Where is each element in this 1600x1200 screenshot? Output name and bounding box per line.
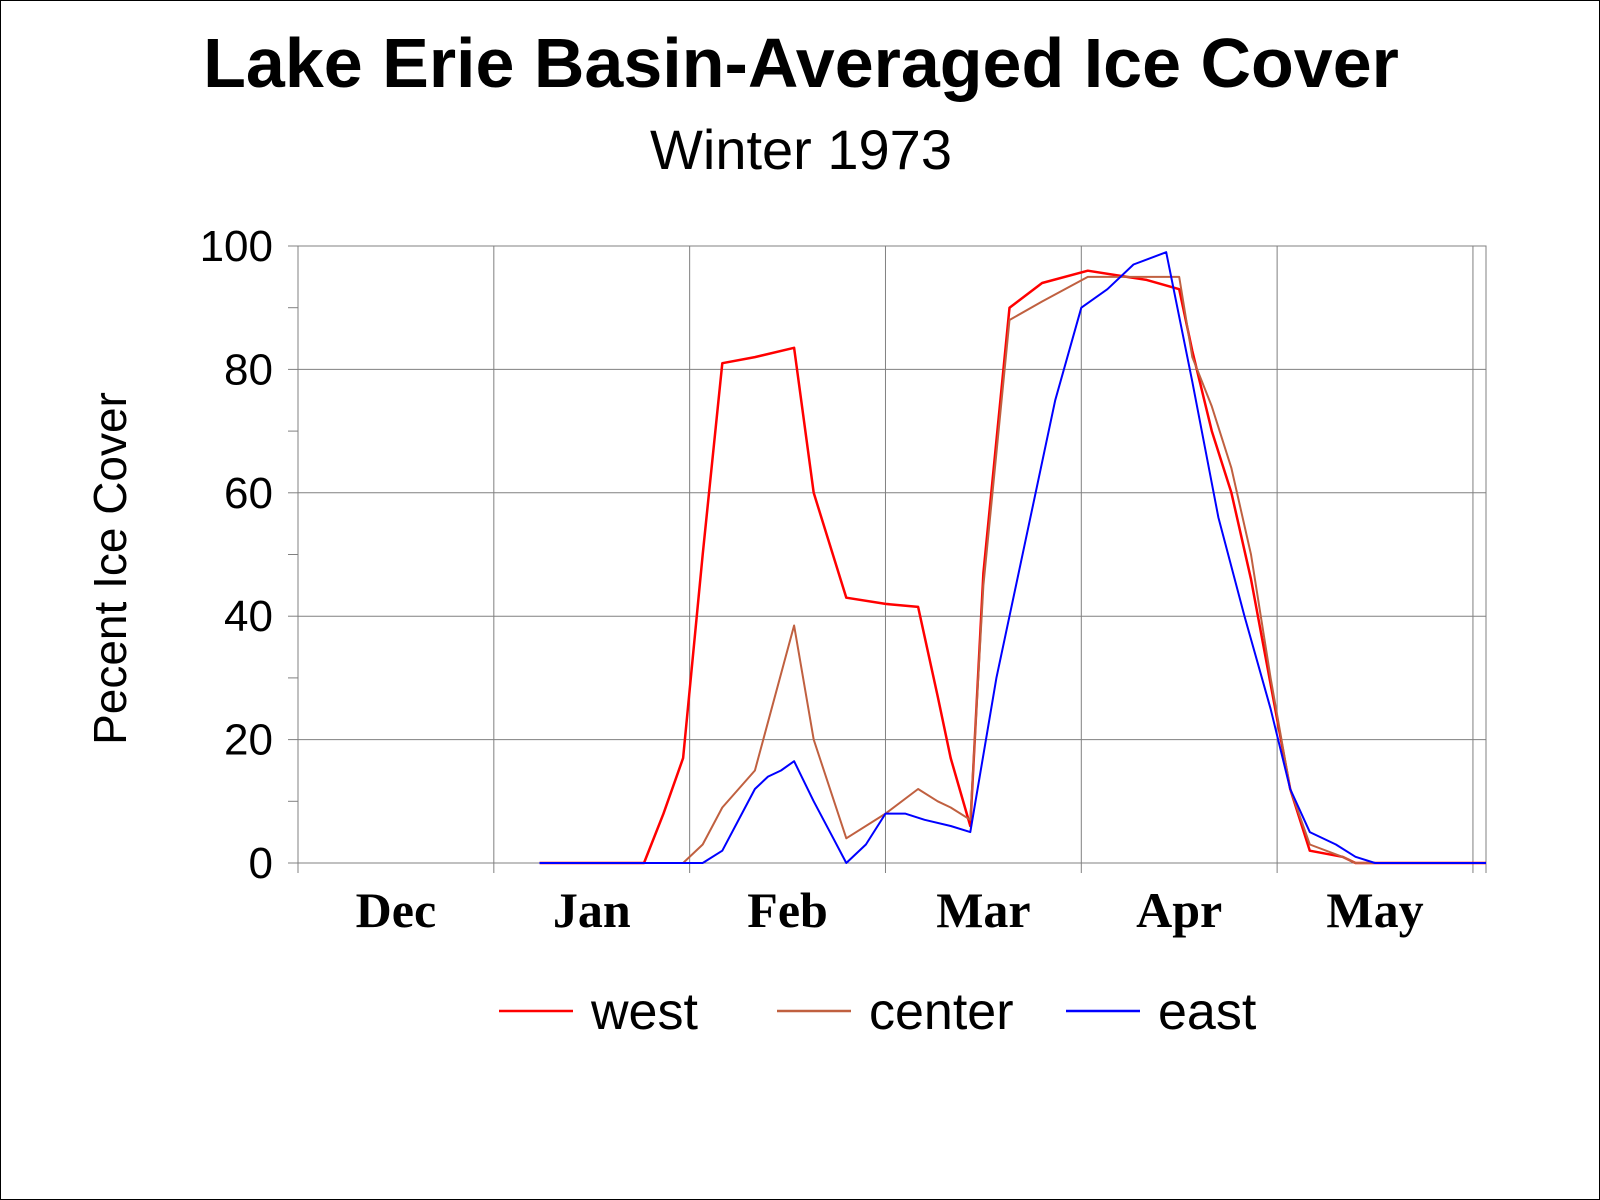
y-tick-label: 20 (224, 716, 273, 765)
y-tick-label: 0 (249, 839, 273, 888)
legend-label-center: center (869, 983, 1014, 1041)
plot-area (297, 245, 1487, 864)
y-tick-label: 80 (224, 345, 273, 394)
x-tick-label: Apr (1136, 882, 1222, 938)
y-tick-label: 100 (200, 222, 273, 271)
x-tick-label: Dec (356, 882, 437, 938)
x-tick-label: May (1326, 882, 1423, 938)
series-line-east (539, 251, 1486, 864)
x-tick-label: Mar (936, 882, 1030, 938)
x-tick-label: Jan (553, 882, 631, 938)
y-tick-label: 40 (224, 592, 273, 641)
legend-label-west: west (590, 983, 698, 1041)
x-tick-label: Feb (747, 882, 828, 938)
series-line-center (539, 275, 1486, 864)
y-tick-label: 60 (224, 469, 273, 518)
chart-title: Lake Erie Basin-Averaged Ice Cover (203, 24, 1399, 102)
legend-label-east: east (1158, 983, 1257, 1041)
series-line-west (539, 269, 1486, 865)
chart-subtitle: Winter 1973 (650, 118, 952, 181)
y-axis-label: Pecent Ice Cover (84, 392, 136, 745)
